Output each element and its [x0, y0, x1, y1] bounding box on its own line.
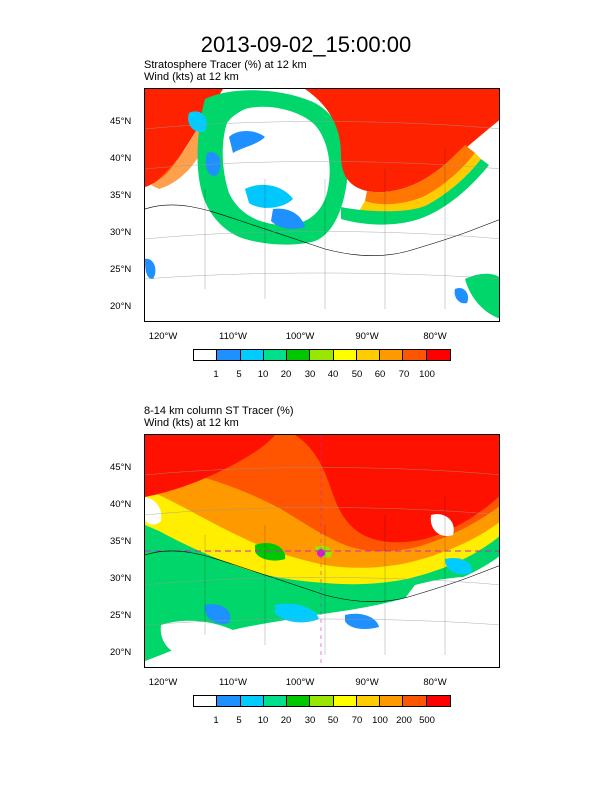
panel2-lon-90: 90°W: [355, 677, 379, 688]
panel2-lat-20: 20°N: [110, 647, 132, 658]
panel1-cbar-label: 100: [419, 369, 435, 380]
panel1-cbar-label: 10: [257, 369, 269, 380]
panel2-colorbar-swatch-4: [287, 696, 311, 706]
panel2-cbar-label: 50: [327, 715, 339, 726]
panel2-lon-110: 110°W: [219, 677, 247, 688]
panel2-map: [144, 434, 500, 668]
panel2-cbar-label: 100: [372, 715, 388, 726]
panel1-lat-30: 30°N: [110, 227, 132, 238]
panel1-lon-100: 100°W: [285, 331, 315, 342]
panel2-lon-80: 80°W: [423, 677, 447, 688]
panel1-cbar-label: 30: [304, 369, 316, 380]
panel2-colorbar-swatch-1: [217, 696, 241, 706]
panel1-colorbar-swatch-7: [356, 350, 381, 360]
panel1-tracer-field: [145, 89, 499, 321]
main-title: 2013-09-02_15:00:00: [200, 32, 412, 57]
panel1-lat-25: 25°N: [110, 264, 132, 275]
panel1-colorbar-swatch-0: [194, 350, 218, 360]
panel2-cbar-label: 1: [213, 715, 219, 726]
panel2-cbar-label: 20: [280, 715, 292, 726]
panel2-cbar-label: 10: [257, 715, 269, 726]
panel1-colorbar-swatch-3: [263, 350, 288, 360]
panel2-lat-30: 30°N: [110, 573, 132, 584]
panel1-cbar-label: 1: [213, 369, 219, 380]
panel2-colorbar-swatch-6: [333, 696, 357, 706]
panel2-colorbar-swatch-2: [240, 696, 264, 706]
panel2-colorbar-swatch-0: [194, 696, 218, 706]
panel1-lat-35: 35°N: [110, 190, 132, 201]
panel1-map: [144, 88, 500, 322]
panel2-lon-120: 120°W: [148, 677, 178, 688]
panel1-lat-40: 40°N: [110, 153, 132, 164]
panel2-tracer-field: [145, 435, 499, 667]
panel2-colorbar-swatch-3: [263, 696, 288, 706]
panel2-colorbar-swatch-5: [310, 696, 334, 706]
panel2-cbar-label: 500: [419, 715, 435, 726]
panel1-title: Stratosphere Tracer (%) at 12 km: [144, 59, 307, 71]
panel1-colorbar-swatch-6: [333, 350, 357, 360]
panel2-lat-25: 25°N: [110, 610, 132, 621]
panel2-cbar-label: 200: [396, 715, 412, 726]
panel2-cbar-label: 70: [351, 715, 363, 726]
panel1-lat-45: 45°N: [110, 116, 132, 127]
panel2-title: 8-14 km column ST Tracer (%): [144, 405, 294, 417]
panel1-colorbar-swatch-2: [240, 350, 264, 360]
panel1-lon-90: 90°W: [355, 331, 379, 342]
panel1-cbar-label: 40: [327, 369, 339, 380]
panel2-cbar-label: 30: [304, 715, 316, 726]
panel2-lat-40: 40°N: [110, 499, 132, 510]
panel1-subtitle: Wind (kts) at 12 km: [144, 71, 239, 83]
panel1-colorbar-swatch-9: [403, 350, 427, 360]
panel1-colorbar-swatch-4: [287, 350, 311, 360]
panel2-lat-45: 45°N: [110, 462, 132, 473]
panel1-lon-110: 110°W: [219, 331, 247, 342]
panel2-colorbar-swatch-7: [356, 696, 381, 706]
panel1-colorbar-swatch-10: [426, 350, 450, 360]
panel1-lon-120: 120°W: [148, 331, 178, 342]
panel2-lat-35: 35°N: [110, 536, 132, 547]
panel1-cbar-label: 5: [236, 369, 242, 380]
panel1-cbar-label: 60: [374, 369, 386, 380]
panel2-colorbar-swatch-9: [403, 696, 427, 706]
panel2-cbar-label: 5: [236, 715, 242, 726]
panel1-lon-80: 80°W: [423, 331, 447, 342]
panel2-colorbar-swatch-10: [426, 696, 450, 706]
panel1-colorbar-swatch-5: [310, 350, 334, 360]
panel1-colorbar-swatch-1: [217, 350, 241, 360]
panel1-lat-20: 20°N: [110, 301, 132, 312]
panel1-colorbar: [193, 349, 451, 361]
panel1-colorbar-swatch-8: [380, 350, 404, 360]
panel1-cbar-label: 50: [351, 369, 363, 380]
panel1-cbar-label: 70: [398, 369, 410, 380]
panel2-subtitle: Wind (kts) at 12 km: [144, 417, 239, 429]
panel2-colorbar: [193, 695, 451, 707]
panel2-colorbar-swatch-8: [380, 696, 404, 706]
panel2-lon-100: 100°W: [285, 677, 315, 688]
panel1-cbar-label: 20: [280, 369, 292, 380]
